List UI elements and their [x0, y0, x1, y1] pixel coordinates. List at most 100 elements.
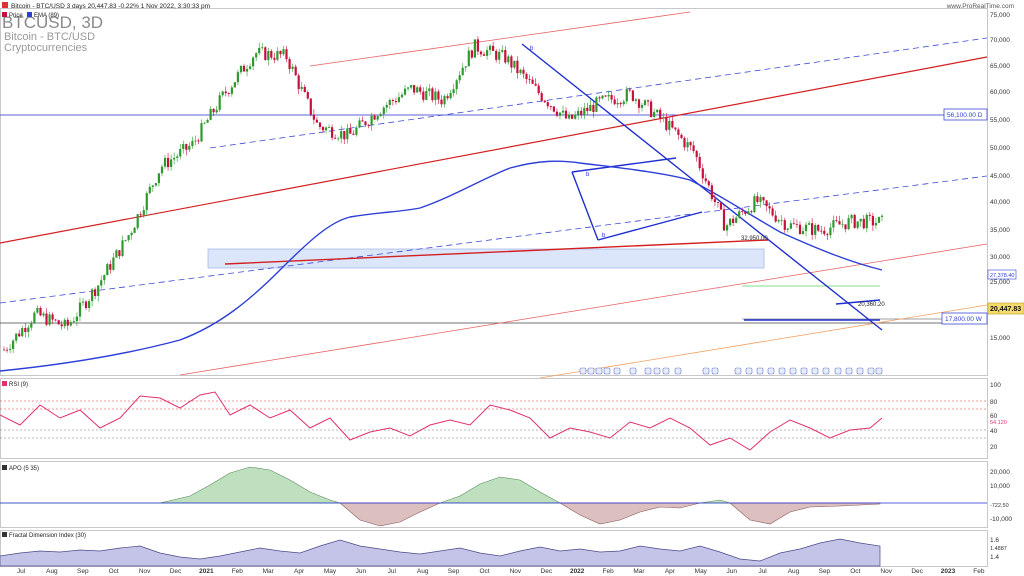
candle-up [200, 123, 203, 142]
event-marker-icon[interactable] [711, 367, 719, 375]
candle-down [2, 349, 6, 351]
candle-up [42, 313, 45, 316]
event-marker-icon[interactable] [644, 367, 652, 375]
candle-up [653, 112, 656, 117]
candle-down [817, 225, 820, 231]
candle-up [513, 60, 516, 68]
candle-down [139, 214, 142, 216]
ema-line [0, 160, 883, 372]
candle-up [346, 128, 349, 140]
event-marker-icon[interactable] [856, 367, 864, 375]
candle-up [461, 67, 464, 76]
event-marker-icon[interactable] [674, 367, 682, 375]
ema-legend-label: EMA (89) [34, 13, 59, 19]
apo-legend-swatch [2, 465, 7, 470]
candle-down [413, 85, 416, 93]
candle-up [276, 51, 279, 60]
event-marker-icon[interactable] [811, 367, 819, 375]
candle-down [109, 264, 112, 270]
candle-down [771, 208, 774, 216]
candle-up [388, 100, 391, 105]
event-marker-icon[interactable] [702, 367, 710, 375]
candle-down [54, 319, 57, 321]
event-marker-icon[interactable] [756, 367, 764, 375]
event-marker-icon[interactable] [653, 367, 661, 375]
event-marker-icon[interactable] [603, 367, 611, 375]
candle-down [680, 134, 683, 139]
event-marker-icon[interactable] [587, 367, 595, 375]
candle-down [446, 96, 449, 99]
candle-down [167, 157, 170, 168]
candle-up [801, 231, 805, 234]
time-axis-label: Dec [170, 568, 182, 575]
candle-down [288, 59, 291, 69]
candle-down [437, 91, 440, 100]
candle-down [811, 223, 814, 235]
candle-up [78, 302, 82, 317]
event-marker-icon[interactable] [745, 367, 753, 375]
website-link[interactable]: www.ProRealTime.com [946, 3, 1014, 10]
time-axis-label: Dec [541, 568, 553, 575]
event-marker-icon[interactable] [579, 367, 587, 375]
event-marker-icon[interactable] [867, 367, 875, 375]
candle-up [501, 50, 504, 52]
event-marker-icon[interactable] [734, 367, 742, 375]
candle-down [619, 102, 622, 105]
time-axis-label: Sep [77, 568, 89, 575]
candle-down [792, 223, 795, 225]
event-marker-icon[interactable] [789, 367, 797, 375]
event-marker-icon[interactable] [595, 367, 603, 375]
candle-up [48, 314, 51, 325]
price-legend-label: Price [9, 13, 23, 19]
candle-down [549, 106, 552, 107]
candle-up [759, 197, 762, 202]
candle-down [185, 144, 188, 150]
candle-up [589, 104, 592, 112]
event-marker-icon[interactable] [800, 367, 808, 375]
event-marker-icon[interactable] [662, 367, 670, 375]
event-marker-icon[interactable] [875, 367, 883, 375]
time-axis-label: Nov [510, 568, 522, 575]
rsi-tick: 40 [990, 428, 998, 435]
candle-down [732, 218, 735, 223]
event-marker-icon[interactable] [767, 367, 775, 375]
candle-up [449, 93, 452, 99]
candle-up [370, 115, 373, 126]
candle-down [613, 99, 616, 105]
time-axis-label: Jul [17, 568, 26, 575]
fdi-tick: 1.4 [990, 554, 999, 561]
candle-up [668, 120, 671, 130]
event-marker-icon[interactable] [822, 367, 830, 375]
candle-up [601, 95, 604, 99]
candle-down [440, 99, 443, 105]
candle-down [665, 117, 668, 130]
candle-up [145, 193, 148, 211]
event-marker-icon[interactable] [613, 367, 621, 375]
rsi-tick: 100 [990, 382, 1001, 389]
candle-down [227, 93, 230, 94]
candle-down [628, 89, 631, 91]
candle-down [853, 215, 856, 228]
event-marker-icon[interactable] [778, 367, 786, 375]
event-marker-icon[interactable] [834, 367, 842, 375]
candle-down [701, 168, 704, 179]
candle-up [841, 224, 844, 226]
candle-down [364, 121, 367, 126]
candle-up [291, 66, 294, 69]
candle-up [789, 223, 792, 229]
event-marker-icon[interactable] [845, 367, 853, 375]
candle-up [30, 323, 33, 328]
candle-down [543, 100, 546, 103]
candle-down [555, 111, 558, 116]
candle-down [482, 54, 486, 56]
candle-down [692, 145, 695, 151]
watermark-category: Cryptocurrencies [4, 42, 88, 54]
candle-down [18, 333, 21, 337]
candle-down [24, 328, 27, 332]
candle-up [72, 321, 75, 323]
candle-down [60, 324, 63, 327]
candle-up [97, 285, 100, 296]
event-marker-icon[interactable] [629, 367, 637, 375]
time-axis-label: Jun [356, 568, 367, 575]
